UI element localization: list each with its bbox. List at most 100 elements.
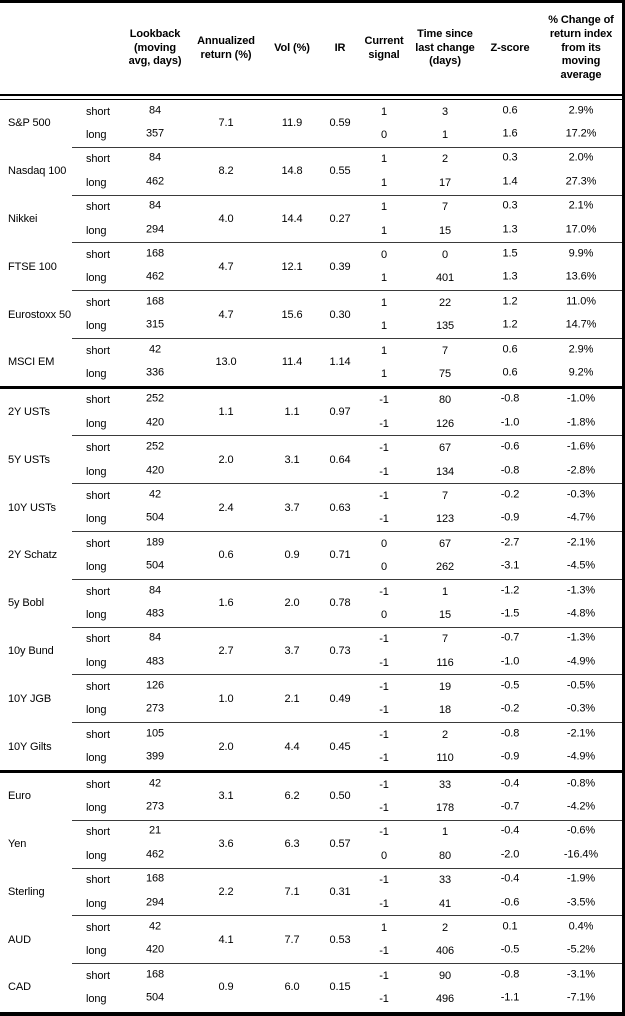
lookback-short: 189: [145, 536, 165, 549]
asset-separator: [0, 867, 622, 869]
asset-separator: [0, 146, 622, 148]
annualized-return-value: 2.2: [218, 885, 234, 898]
asset-separator: [0, 242, 622, 244]
asset-name: Nikkei: [8, 212, 38, 225]
pct-change-long: 14.7%: [565, 318, 597, 331]
signal-short: 1: [380, 105, 388, 118]
asset-group: 5Y USTs short 252 -1 67 -0.6 -1.6% 2.0 3…: [0, 436, 622, 483]
asset-group: Euro short 42 -1 33 -0.4 -0.8% 3.1 6.2 0…: [0, 773, 622, 820]
side-label-long: long: [86, 272, 107, 285]
signal-long: 1: [380, 224, 388, 237]
lookback-short: 252: [145, 392, 165, 405]
z-score-short: -0.4: [500, 777, 520, 790]
signal-short: -1: [379, 874, 389, 887]
time-since-short: 67: [438, 537, 452, 550]
z-score-short: 1.5: [502, 247, 518, 260]
time-since-long: 110: [436, 752, 454, 765]
header-ir: IR: [334, 41, 346, 54]
z-score-short: -0.2: [500, 488, 520, 501]
section-separator: [0, 769, 622, 773]
asset-separator: [0, 194, 622, 196]
asset-group: 2Y Schatz short 189 0 67 -2.7 -2.1% 0.6 …: [0, 532, 622, 579]
z-score-short: 1.2: [502, 295, 518, 308]
signal-short: 1: [380, 201, 388, 214]
ir-value: 0.53: [329, 933, 351, 946]
side-label-short: short: [86, 442, 110, 455]
ir-value: 0.15: [329, 981, 351, 994]
time-since-long: 80: [438, 849, 452, 862]
vol-value: 3.7: [284, 644, 300, 657]
lookback-short: 126: [145, 679, 165, 692]
vol-value: 3.1: [284, 453, 300, 466]
side-label-short: short: [86, 201, 110, 214]
z-score-short: -0.4: [500, 824, 520, 837]
z-score-long: -0.9: [500, 750, 520, 763]
time-since-short: 80: [438, 394, 452, 407]
asset-group: Yen short 21 -1 1 -0.4 -0.6% 3.6 6.3 0.5…: [0, 821, 622, 868]
header-current-signal: Current signal: [364, 34, 404, 61]
asset-name: Nasdaq 100: [8, 165, 67, 178]
pct-change-short: 2.9%: [568, 104, 594, 117]
asset-name: FTSE 100: [8, 260, 57, 273]
signal-long: 1: [380, 272, 388, 285]
z-score-short: 0.1: [502, 920, 518, 933]
signal-long: -1: [379, 656, 389, 669]
side-label-long: long: [86, 129, 107, 142]
side-label-short: short: [86, 153, 110, 166]
time-since-short: 2: [441, 728, 449, 741]
lookback-long: 399: [145, 750, 165, 763]
annualized-return-value: 7.1: [218, 117, 234, 130]
signal-long: 0: [380, 849, 388, 862]
side-label-short: short: [86, 921, 110, 934]
asset-separator: [0, 722, 622, 724]
asset-separator: [0, 819, 622, 821]
z-score-short: -0.8: [500, 392, 520, 405]
time-since-short: 19: [438, 681, 452, 694]
asset-name: 10Y JGB: [8, 692, 52, 705]
asset-group: 10y Bund short 84 -1 7 -0.7 -1.3% 2.7 3.…: [0, 628, 622, 675]
side-label-long: long: [86, 656, 107, 669]
pct-change-short: -0.6%: [566, 824, 596, 837]
time-since-long: 15: [438, 608, 452, 621]
header-pct-change: % Change of return index from its moving…: [548, 14, 614, 81]
side-label-long: long: [86, 465, 107, 478]
annualized-return-value: 3.1: [218, 790, 234, 803]
lookback-long: 504: [145, 559, 165, 572]
lookback-short: 168: [145, 295, 165, 308]
time-since-short: 67: [438, 442, 452, 455]
asset-group: MSCI EM short 42 1 7 0.6 2.9% 13.0 11.4 …: [0, 339, 622, 386]
pct-change-long: -4.8%: [566, 607, 596, 620]
lookback-long: 294: [145, 223, 165, 236]
z-score-short: -2.7: [500, 536, 520, 549]
ir-value: 0.73: [329, 644, 351, 657]
asset-separator: [0, 578, 622, 580]
side-label-long: long: [86, 849, 107, 862]
pct-change-long: -16.4%: [563, 848, 599, 861]
signal-short: -1: [379, 969, 389, 982]
pct-change-short: -0.3%: [566, 488, 596, 501]
time-since-short: 7: [441, 489, 449, 502]
z-score-long: -1.0: [500, 655, 520, 668]
lookback-long: 420: [145, 943, 165, 956]
lookback-short: 42: [148, 488, 162, 501]
time-since-short: 2: [441, 921, 449, 934]
z-score-long: 1.6: [502, 127, 518, 140]
side-label-long: long: [86, 993, 107, 1006]
time-since-short: 7: [441, 633, 449, 646]
lookback-long: 273: [145, 702, 165, 715]
pct-change-short: -0.5%: [566, 679, 596, 692]
annualized-return-value: 1.6: [218, 597, 234, 610]
signal-long: -1: [379, 704, 389, 717]
z-score-short: -0.8: [500, 968, 520, 981]
pct-change-short: -1.6%: [566, 440, 596, 453]
vol-value: 12.1: [281, 260, 303, 273]
ir-value: 0.71: [329, 549, 351, 562]
asset-name: S&P 500: [8, 117, 51, 130]
side-label-long: long: [86, 176, 107, 189]
lookback-long: 357: [145, 127, 165, 140]
annualized-return-value: 2.7: [218, 644, 234, 657]
signal-long: -1: [379, 945, 389, 958]
pct-change-short: -1.9%: [566, 872, 596, 885]
time-since-long: 496: [435, 993, 455, 1006]
side-label-short: short: [86, 681, 110, 694]
